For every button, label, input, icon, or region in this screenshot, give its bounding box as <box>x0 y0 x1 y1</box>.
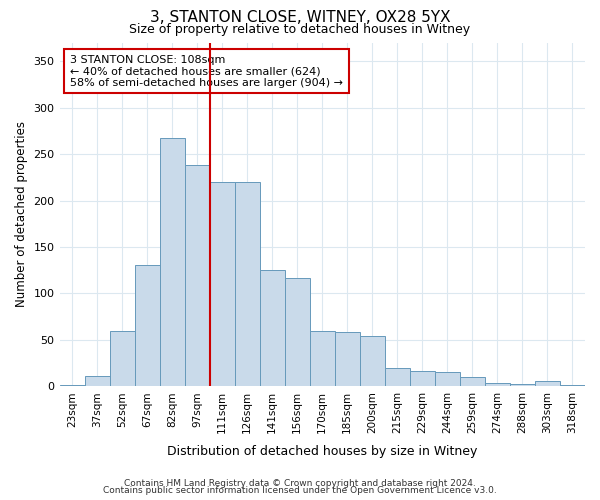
Bar <box>560 384 585 386</box>
Bar <box>59 384 85 386</box>
Bar <box>410 370 435 386</box>
Text: 3, STANTON CLOSE, WITNEY, OX28 5YX: 3, STANTON CLOSE, WITNEY, OX28 5YX <box>149 10 451 25</box>
Bar <box>285 278 310 386</box>
Bar <box>110 330 134 386</box>
Bar <box>160 138 185 386</box>
Bar <box>310 330 335 386</box>
Bar <box>435 372 460 386</box>
X-axis label: Distribution of detached houses by size in Witney: Distribution of detached houses by size … <box>167 444 478 458</box>
Bar <box>134 264 160 386</box>
Bar <box>85 376 110 386</box>
Text: Contains HM Land Registry data © Crown copyright and database right 2024.: Contains HM Land Registry data © Crown c… <box>124 478 476 488</box>
Text: Contains public sector information licensed under the Open Government Licence v3: Contains public sector information licen… <box>103 486 497 495</box>
Bar <box>535 381 560 386</box>
Bar <box>385 368 410 386</box>
Text: Size of property relative to detached houses in Witney: Size of property relative to detached ho… <box>130 22 470 36</box>
Bar <box>360 336 385 386</box>
Text: 3 STANTON CLOSE: 108sqm
← 40% of detached houses are smaller (624)
58% of semi-d: 3 STANTON CLOSE: 108sqm ← 40% of detache… <box>70 54 343 88</box>
Bar <box>460 377 485 386</box>
Bar <box>235 182 260 386</box>
Bar <box>485 382 510 386</box>
Y-axis label: Number of detached properties: Number of detached properties <box>15 122 28 308</box>
Bar <box>185 165 209 386</box>
Bar <box>335 332 360 386</box>
Bar <box>510 384 535 386</box>
Bar <box>209 182 235 386</box>
Bar <box>260 270 285 386</box>
